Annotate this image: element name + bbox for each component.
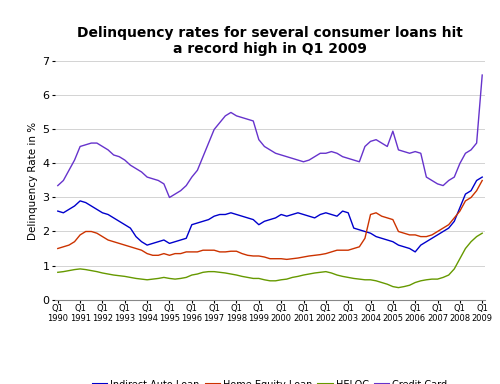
- Y-axis label: Delinquency Rate in %: Delinquency Rate in %: [28, 121, 38, 240]
- Legend: Indirect Auto Loan, Home Equity Loan, HELOC, Credit Card: Indirect Auto Loan, Home Equity Loan, HE…: [89, 376, 451, 384]
- Title: Delinquency rates for several consumer loans hit
a record high in Q1 2009: Delinquency rates for several consumer l…: [77, 26, 463, 56]
